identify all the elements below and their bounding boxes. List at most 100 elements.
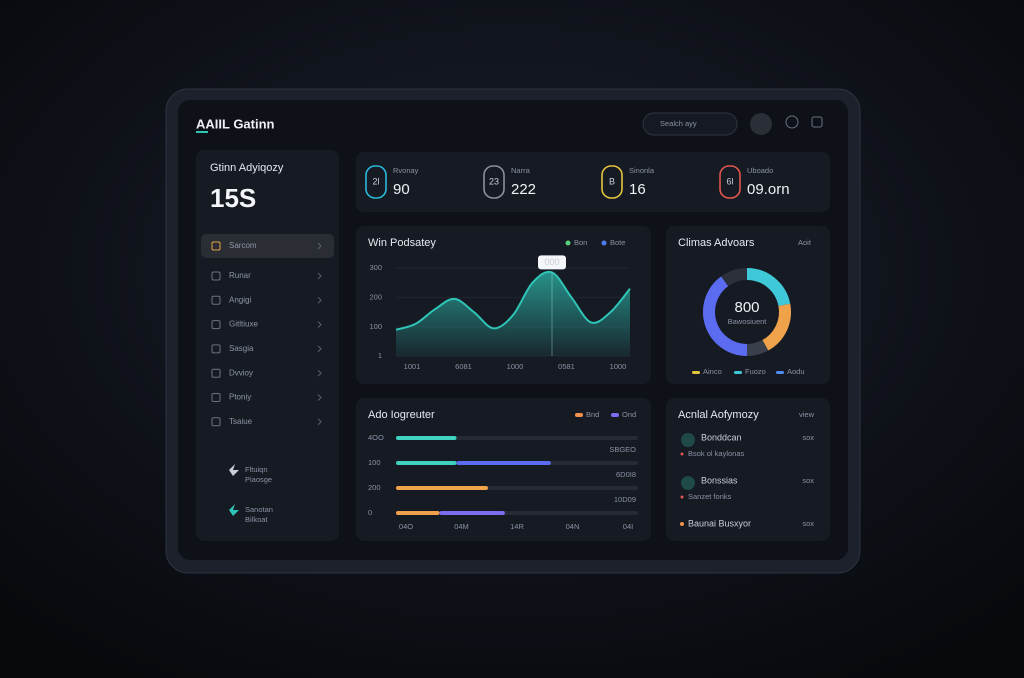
y-tick-label: 1: [378, 351, 382, 360]
row-note: SBGEO: [609, 445, 636, 454]
search-box[interactable]: [642, 112, 738, 136]
tooltip-text: 000: [544, 257, 559, 267]
activity-panel: [666, 398, 830, 541]
footer-icon: [229, 464, 239, 476]
donut-tag: Aoit: [798, 238, 812, 247]
kpi-icon: [483, 165, 505, 199]
sidebar-value: 15S: [210, 183, 256, 213]
row-label: 0: [368, 508, 372, 517]
activity-avatar: [681, 433, 695, 447]
menu-item[interactable]: Angigi: [229, 295, 251, 304]
title-accent: [196, 131, 208, 133]
row-label: 100: [368, 458, 381, 467]
legend-label: Bote: [610, 238, 625, 247]
menu-item[interactable]: Sarcom: [229, 241, 257, 250]
bars-title: Ado Iogreuter: [368, 409, 435, 421]
kpi-label: Rvonay: [393, 166, 419, 175]
tooltip-box: [538, 255, 566, 270]
footer-sub: Bilkoat: [245, 515, 268, 524]
x-tick-label: 1000: [507, 362, 524, 371]
avatar[interactable]: [750, 113, 772, 135]
activity-time: sox: [802, 519, 814, 528]
menu-icon: [211, 344, 221, 354]
activity-dot: [680, 522, 684, 526]
row-label: 200: [368, 483, 381, 492]
activity-sub: Sanzet fonks: [688, 492, 732, 501]
menu: Sarcom Runar Angigi Gitltiuxe Sasgia Dvvioy Pt…: [201, 234, 334, 524]
menu-icon[interactable]: [811, 116, 823, 128]
kpi-value: 222: [511, 181, 536, 198]
activity-avatar: [681, 476, 695, 490]
menu-active: [201, 234, 334, 258]
kpi-icon-text: 6l: [726, 176, 733, 186]
menu-icon: [211, 295, 221, 305]
activity-action[interactable]: view: [799, 410, 815, 419]
donut-segment: [703, 276, 748, 356]
menu-item[interactable]: Ptoniy: [229, 393, 251, 402]
app-title: AAIIL Gatinn: [196, 116, 275, 131]
kpi-icon: [365, 165, 387, 199]
x-tick-label: 14R: [510, 522, 524, 531]
legend-label: Bnd: [586, 410, 599, 419]
x-tick-label: 04M: [454, 522, 469, 531]
legend-swatch: [565, 240, 571, 246]
x-tick-label: 04I: [623, 522, 633, 531]
legend-swatch: [734, 371, 742, 374]
y-tick-label: 100: [369, 322, 382, 331]
bar-segment: [396, 486, 488, 490]
menu-chevron: [317, 321, 322, 328]
bar-segment: [396, 511, 440, 515]
activity-dot: [680, 495, 684, 499]
donut-segment: [762, 303, 791, 351]
menu-chevron: [317, 272, 322, 280]
donut-panel: [666, 226, 830, 384]
menu-item[interactable]: Gitltiuxe: [229, 320, 258, 329]
menu-icon: [211, 417, 221, 427]
menu-chevron: [317, 418, 322, 426]
bars-chart: Bnd Ond 4OO 100 SBGEO 200 6D0I8 0 10D09 04O 04M 14R…: [368, 410, 638, 531]
donut-segment: [746, 339, 769, 356]
menu-icon: [211, 368, 221, 378]
menu-item[interactable]: Sasgia: [229, 344, 254, 353]
donut-title: Climas Advoars: [678, 237, 755, 249]
x-tick-label: 1001: [404, 362, 421, 371]
x-tick-label: 1000: [610, 362, 627, 371]
footer-icon: [229, 504, 239, 516]
kpi-list: 2l Rvonay 90 23 Narra 222 B Sinonla 16 6l Uboado 09…: [365, 165, 790, 199]
menu-item[interactable]: Tsaiue: [229, 417, 253, 426]
bar-segment: [439, 511, 505, 515]
footer-sub: Piaosge: [245, 475, 272, 484]
trend-title: Win Podsatey: [368, 237, 436, 249]
x-tick-label: 04O: [399, 522, 413, 531]
kpi-icon: [719, 165, 741, 199]
legend-label: Bon: [574, 238, 587, 247]
donut-center-label: Bawosiuent: [728, 317, 768, 326]
donut-segment: [721, 268, 748, 287]
row-label: 4OO: [368, 433, 384, 442]
menu-item[interactable]: Runar: [229, 271, 251, 280]
activity-sub: Bsok ol kaylonas: [688, 449, 745, 458]
menu-icon: [211, 320, 221, 330]
settings-icon[interactable]: [785, 115, 799, 129]
activity-title: Baunai Busxyor: [688, 518, 751, 528]
kpi-icon-text: 2l: [372, 176, 379, 186]
kpi-value: 09.orn: [747, 181, 790, 198]
menu-item[interactable]: Dvvioy: [229, 368, 253, 377]
row-note: 10D09: [614, 495, 636, 504]
bars-panel: [356, 398, 651, 541]
donut-chart: Ainco Fuozo Aodu: [692, 268, 805, 376]
footer-title: Sanotan: [245, 505, 273, 514]
row-note: 6D0I8: [616, 470, 636, 479]
legend-label: Fuozo: [745, 367, 766, 376]
kpi-strip: [356, 152, 830, 212]
activity-dot: [680, 452, 684, 456]
menu-icon: [211, 241, 221, 251]
legend-label: Aodu: [787, 367, 805, 376]
kpi-label: Narra: [511, 166, 531, 175]
menu-chevron: [317, 369, 322, 377]
trend-chart: Bon Bote 1 100 200 300 000 1001 6081 1000 0581 1000: [369, 238, 631, 371]
footer-title: Fltuiqn: [245, 465, 268, 474]
kpi-icon-text: B: [609, 176, 615, 186]
